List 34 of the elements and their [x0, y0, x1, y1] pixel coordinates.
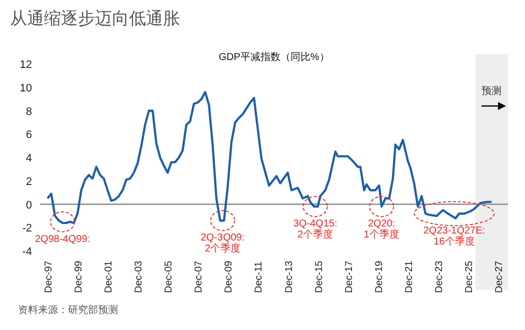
x-tick-label: Dec-07	[194, 260, 205, 293]
y-tick-label: 12	[20, 59, 32, 71]
chart-title: 从通缩逐步迈向低通胀	[10, 9, 180, 29]
y-tick-label: 0	[26, 199, 32, 212]
y-tick-label: 4	[26, 152, 32, 164]
x-tick-label: Dec-21	[404, 260, 415, 293]
x-tick-label: Dec-19	[374, 260, 385, 293]
x-tick-label: Dec-17	[344, 260, 355, 293]
y-tick-label: 6	[26, 129, 32, 142]
chart-subtitle: GDP平减指数（同比%）	[218, 51, 330, 63]
x-tick-label: Dec-99	[74, 260, 85, 293]
x-tick-label: Dec-15	[314, 260, 325, 293]
x-tick-label: Dec-03	[134, 260, 145, 293]
annotation: 2Q98-4Q99:	[35, 234, 90, 245]
x-tick-label: Dec-09	[224, 260, 235, 293]
x-tick-label: Dec-97	[44, 260, 55, 293]
annotation: 2Q23-1Q27E: 16个季度	[423, 226, 486, 248]
x-tick-label: Dec-05	[164, 260, 175, 293]
y-tick-label: 8	[26, 106, 32, 118]
x-tick-label: Dec-23	[434, 260, 445, 293]
band-label: 预测	[481, 85, 502, 97]
annotation: 3Q-4Q15: 2个季度	[293, 218, 338, 241]
y-tick-label: -2	[22, 222, 32, 235]
annotation: 2Q20: 1个季度	[364, 218, 400, 241]
y-tick-label: -4	[22, 246, 32, 258]
x-tick-label: Dec-11	[254, 261, 265, 293]
x-tick-label: Dec-13	[284, 260, 295, 293]
x-tick-label: Dec-27	[494, 260, 505, 293]
y-tick-label: 2	[26, 176, 32, 188]
y-tick-label: 10	[20, 82, 32, 94]
annotation: 2Q-3Q09: 2个季度	[200, 232, 245, 255]
x-tick-label: Dec-25	[464, 260, 475, 293]
text: 资料来源：研究部预测	[18, 304, 118, 316]
x-tick-label: Dec-01	[104, 260, 115, 293]
